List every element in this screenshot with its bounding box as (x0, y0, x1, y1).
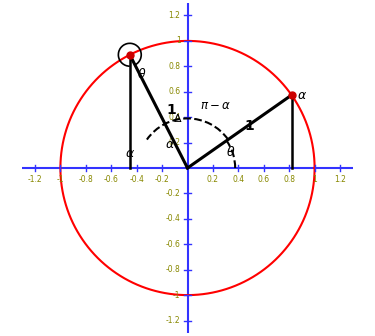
Text: 0.4: 0.4 (232, 175, 244, 184)
Text: 0.4: 0.4 (168, 113, 180, 122)
Text: 1: 1 (312, 175, 317, 184)
Text: $\alpha$: $\alpha$ (125, 148, 135, 160)
Text: 0.8: 0.8 (283, 175, 295, 184)
Text: -0.8: -0.8 (78, 175, 93, 184)
Text: -1: -1 (173, 291, 180, 300)
Text: -0.2: -0.2 (166, 189, 180, 198)
Text: $\alpha$: $\alpha$ (297, 89, 307, 101)
Text: -1.2: -1.2 (28, 175, 42, 184)
Text: 1: 1 (244, 119, 254, 133)
Text: -1.2: -1.2 (166, 316, 180, 325)
Text: -0.6: -0.6 (104, 175, 118, 184)
Text: 0.6: 0.6 (258, 175, 270, 184)
Text: $\pi - \alpha$: $\pi - \alpha$ (200, 99, 231, 112)
Text: -0.4: -0.4 (166, 214, 180, 223)
Text: -0.6: -0.6 (166, 240, 180, 249)
Text: 0.8: 0.8 (168, 62, 180, 71)
Text: 1: 1 (166, 103, 176, 117)
Text: $\theta$: $\theta$ (137, 68, 147, 81)
Text: 1.2: 1.2 (334, 175, 346, 184)
Text: 0.2: 0.2 (207, 175, 219, 184)
Text: -0.4: -0.4 (129, 175, 144, 184)
Text: 1: 1 (176, 36, 180, 45)
Text: -0.8: -0.8 (166, 265, 180, 274)
Text: $\alpha$: $\alpha$ (165, 138, 175, 152)
Text: 0.6: 0.6 (168, 87, 180, 96)
Text: -0.2: -0.2 (155, 175, 170, 184)
Text: -1: -1 (57, 175, 64, 184)
Text: $\theta$: $\theta$ (226, 145, 235, 159)
Text: 1.2: 1.2 (169, 11, 180, 20)
Text: $\Delta$: $\Delta$ (173, 112, 182, 124)
Text: 0.2: 0.2 (168, 138, 180, 147)
